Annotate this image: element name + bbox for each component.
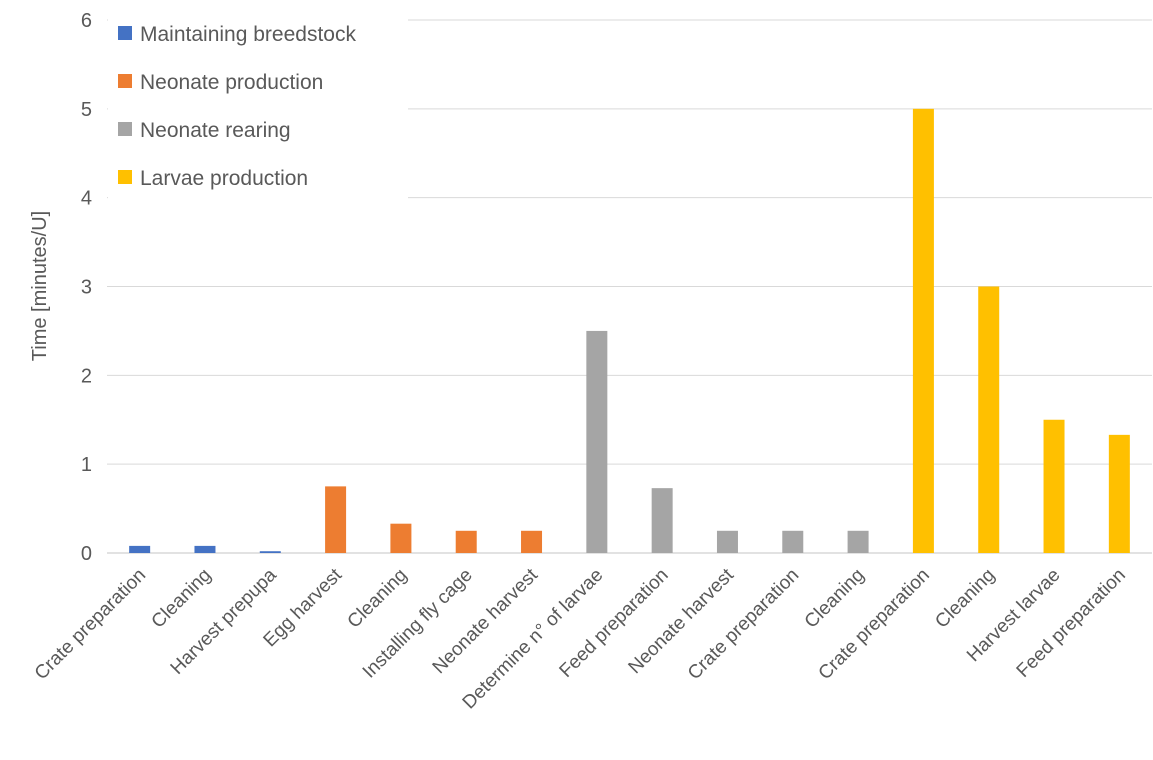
y-tick-label: 2	[81, 365, 92, 387]
bar	[782, 530, 804, 553]
y-tick-label: 4	[81, 188, 92, 210]
bar	[1108, 434, 1130, 553]
y-tick-label: 6	[81, 10, 92, 32]
bar	[129, 545, 151, 553]
bars	[129, 108, 1130, 553]
bar	[847, 530, 869, 553]
legend-swatch	[118, 26, 132, 40]
legend-label: Larvae production	[140, 167, 308, 190]
y-tick-label: 1	[81, 454, 92, 476]
legend-label: Neonate rearing	[140, 119, 291, 142]
legend-swatch	[118, 122, 132, 136]
gridlines	[107, 19, 1152, 554]
legend-swatch	[118, 74, 132, 88]
bar	[651, 488, 673, 553]
bar	[325, 486, 347, 553]
legend-swatch	[118, 170, 132, 184]
legend-label: Neonate production	[140, 71, 323, 94]
y-tick-label: 3	[81, 277, 92, 299]
bar	[521, 530, 543, 553]
y-axis-title: Time [minutes/U]	[29, 211, 51, 361]
bar	[586, 330, 608, 553]
bar	[978, 286, 1000, 553]
bar	[1043, 419, 1065, 553]
bar	[390, 523, 412, 553]
bar	[716, 530, 738, 553]
legend: Maintaining breedstock Neonate production…	[108, 6, 408, 206]
y-axis-tick-labels: 0 1 2 3 4 5 6	[81, 10, 92, 565]
y-tick-label: 5	[81, 99, 92, 121]
legend-label: Maintaining breedstock	[140, 23, 356, 46]
bar	[455, 530, 477, 553]
legend-background	[108, 6, 408, 206]
bar	[259, 551, 281, 553]
y-tick-label: 0	[81, 543, 92, 565]
bar	[194, 545, 216, 553]
bar	[912, 108, 934, 553]
